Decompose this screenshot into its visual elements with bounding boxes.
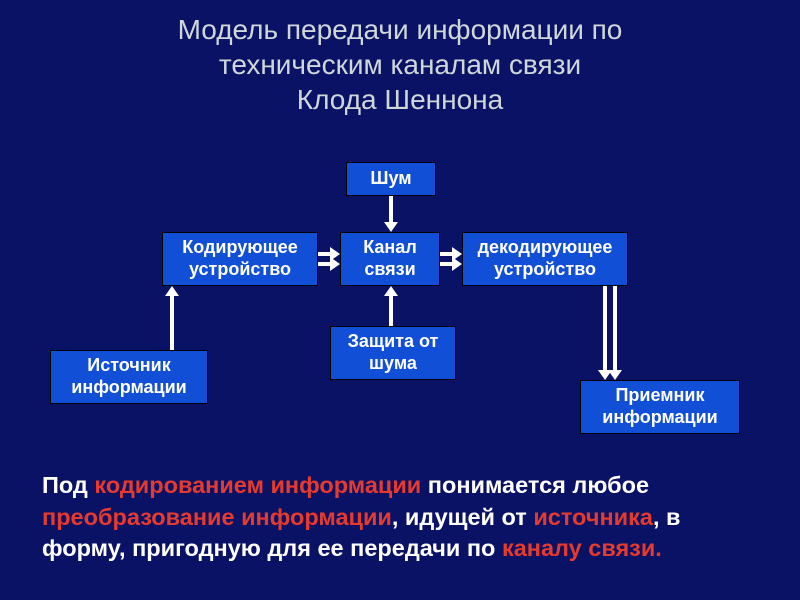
box-noise: Шум: [346, 162, 436, 196]
caption-text: Под кодированием информации понимается л…: [42, 470, 758, 565]
box-receiver: Приемник информации: [580, 380, 740, 434]
box-protect: Защита от шума: [330, 326, 456, 380]
caption-segment: Под: [42, 472, 94, 498]
caption-segment: кодированием информации: [94, 472, 421, 498]
box-source: Источник информации: [50, 350, 208, 404]
box-decoder: декодирующее устройство: [462, 232, 628, 286]
caption-segment: каналу связи.: [502, 535, 662, 561]
caption-segment: понимается любое: [421, 472, 649, 498]
caption-segment: , идущей от: [392, 504, 533, 530]
box-channel: Канал связи: [340, 232, 440, 286]
caption-segment: преобразование информации: [42, 504, 392, 530]
slide-title: Модель передачи информации по технически…: [0, 12, 800, 117]
caption-segment: источника: [533, 504, 653, 530]
box-encoder: Кодирующее устройство: [162, 232, 318, 286]
